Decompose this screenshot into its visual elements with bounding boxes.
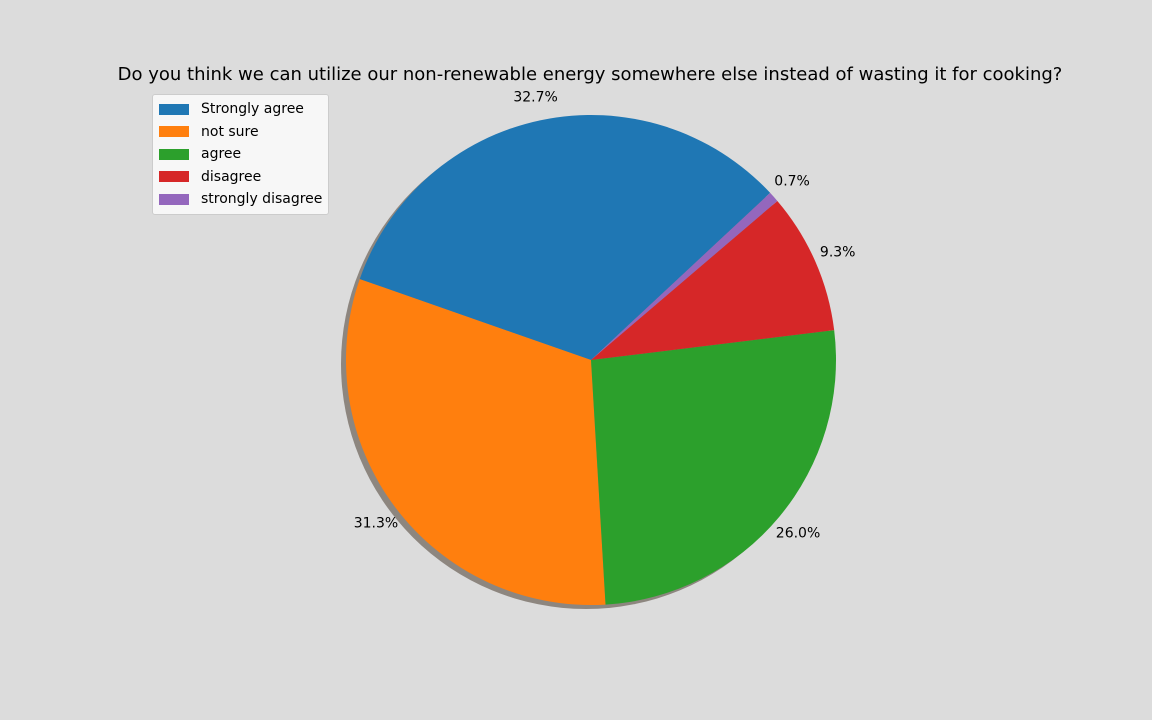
legend-swatch xyxy=(159,148,189,160)
pie-label-disagree: 9.3% xyxy=(820,245,856,261)
pie-label-strongly-disagree: 0.7% xyxy=(774,174,810,190)
legend-label: not sure xyxy=(201,123,259,140)
legend-label: disagree xyxy=(201,168,262,185)
legend-label: Strongly agree xyxy=(201,101,304,118)
legend-label: strongly disagree xyxy=(201,191,323,208)
pie-labels: 32.7% 31.3% 26.0% 9.3% 0.7% xyxy=(354,89,856,541)
pie-slice-strongly-agree xyxy=(359,115,771,360)
legend-swatch xyxy=(159,193,189,205)
legend-label: agree xyxy=(201,146,242,163)
legend-item: strongly disagree xyxy=(159,188,322,211)
legend-item: disagree xyxy=(159,166,322,189)
pie-label-not-sure: 31.3% xyxy=(354,515,398,531)
legend-swatch xyxy=(159,171,189,183)
pie-slice-not-sure xyxy=(346,279,606,605)
pie-label-agree: 26.0% xyxy=(776,526,820,542)
pie-slices xyxy=(346,115,836,605)
pie-slice-strongly-disagree xyxy=(591,192,778,360)
legend-item: agree xyxy=(159,143,322,166)
legend-item: not sure xyxy=(159,121,322,144)
chart-title: Do you think we can utilize our non-rene… xyxy=(118,64,1063,85)
legend-swatch xyxy=(159,126,189,138)
pie-slice-agree xyxy=(591,330,836,605)
pie-label-strongly-agree: 32.7% xyxy=(513,89,557,105)
pie-slice-disagree xyxy=(591,200,835,360)
legend: Strongly agree not sure agree disagree stron… xyxy=(152,94,330,215)
legend-swatch xyxy=(159,103,189,115)
legend-item: Strongly agree xyxy=(159,98,322,121)
